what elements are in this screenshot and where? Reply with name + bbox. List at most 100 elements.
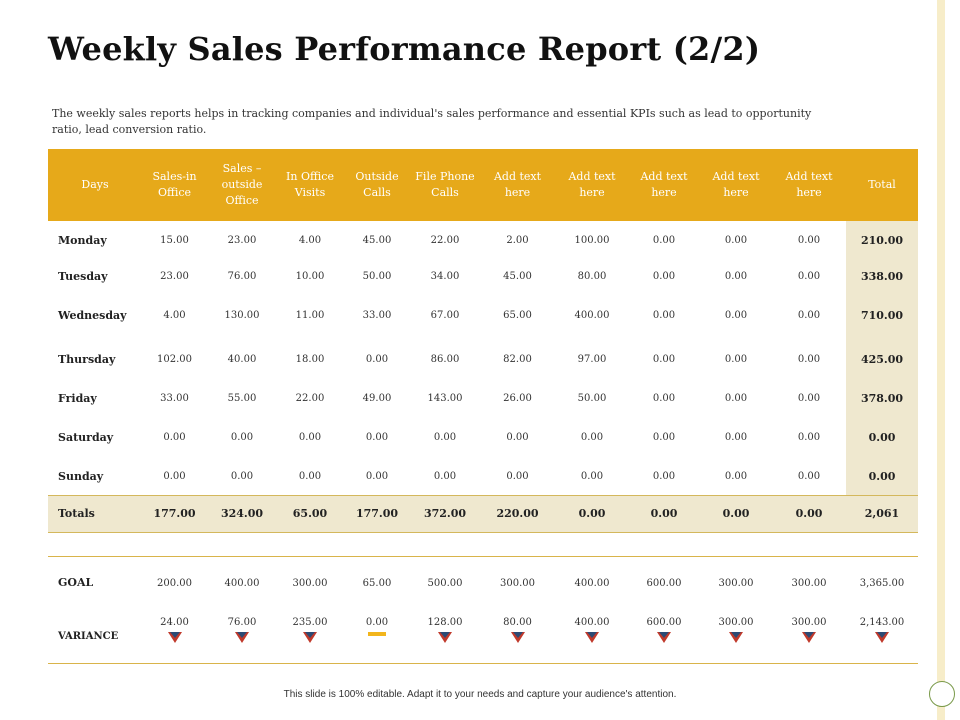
table-cell: 0.00 [652, 234, 676, 246]
table-cell: 0.00 [724, 270, 748, 282]
column-header: Add text here [479, 149, 556, 221]
table-cell: 2.00 [506, 234, 529, 246]
table-cell: 100.00 [574, 234, 610, 246]
table-cell: 0.00 [230, 471, 254, 483]
goal-label: GOAL [58, 576, 94, 589]
table-cell: 18.00 [295, 353, 325, 365]
totals-cell: 0.00 [772, 494, 846, 533]
day-label: Monday [58, 233, 107, 247]
report-description: The weekly sales reports helps in tracki… [52, 107, 812, 136]
table-cell: 86.00 [430, 353, 460, 365]
table-cell: 22.00 [430, 234, 460, 246]
table-cell: 97.00 [577, 353, 607, 365]
totals-cell: 220.00 [479, 494, 556, 533]
day-label: Tuesday [58, 269, 108, 283]
down-arrow-icon [438, 632, 452, 643]
footer-note: This slide is 100% editable. Adapt it to… [283, 689, 677, 700]
goal-value: 400.00 [224, 578, 260, 589]
table-cell: 40.00 [227, 353, 257, 365]
totals-label: Totals [48, 494, 142, 533]
table-cell: 0.00 [365, 432, 389, 443]
table-cell: 0.00 [797, 270, 821, 282]
table-cell: 49.00 [362, 393, 392, 404]
table-cell: 0.00 [652, 353, 676, 365]
goal-value: 3,365.00 [859, 578, 905, 589]
table-cell: 0.00 [652, 432, 676, 443]
grand-total-cell: 2,061 [846, 494, 918, 533]
totals-cell: 0.00 [700, 494, 772, 533]
goal-value: 300.00 [718, 578, 754, 589]
totals-cell: 372.00 [411, 494, 479, 533]
variance-value: 80.00 [503, 617, 532, 628]
down-arrow-icon [235, 632, 249, 643]
totals-cell: 177.00 [142, 494, 207, 533]
table-cell: 55.00 [227, 393, 257, 404]
table-row: Thursday 102.00 40.00 18.00 0.00 86.00 82.00 97… [48, 337, 918, 381]
variance-value: 235.00 [292, 617, 328, 628]
variance-value: 400.00 [574, 617, 610, 628]
table-cell: 4.00 [298, 234, 322, 246]
table-cell: 0.00 [797, 234, 821, 246]
column-header: Add text here [556, 149, 628, 221]
totals-cell: 177.00 [343, 494, 411, 533]
goal-value: 500.00 [427, 578, 463, 589]
down-arrow-icon [303, 632, 317, 643]
table-cell: 0.00 [797, 393, 821, 404]
day-label: Friday [58, 392, 97, 405]
table-cell: 50.00 [362, 270, 392, 282]
down-arrow-icon [802, 632, 816, 643]
totals-cell: 65.00 [277, 494, 343, 533]
row-total-cell: 710.00 [846, 293, 918, 337]
variance-value: 300.00 [718, 617, 754, 628]
page-title: Weekly Sales Performance Report (2/2) [48, 30, 761, 68]
totals-cell: 324.00 [207, 494, 277, 533]
table-row: Monday 15.00 23.00 4.00 45.00 22.00 2.00 100.00… [48, 221, 918, 259]
table-cell: 0.00 [163, 432, 186, 443]
totals-row: Totals 177.00 324.00 65.00 177.00 372.00 220.0… [48, 494, 918, 533]
column-header: In Office Visits [277, 149, 343, 221]
table-cell: 0.00 [797, 432, 821, 443]
table-cell: 65.00 [503, 309, 532, 321]
variance-label: VARIANCE [58, 631, 119, 642]
row-total-cell: 378.00 [846, 381, 918, 416]
variance-value: 76.00 [227, 617, 257, 628]
day-label: Wednesday [58, 308, 127, 322]
table-cell: 0.00 [724, 234, 748, 246]
table-cell: 82.00 [503, 353, 532, 365]
table-cell: 0.00 [797, 309, 821, 321]
table-cell: 67.00 [430, 309, 460, 321]
table-cell: 0.00 [580, 432, 604, 443]
goal-value: 600.00 [646, 578, 682, 589]
table-cell: 0.00 [580, 471, 604, 483]
down-arrow-icon [875, 632, 889, 643]
column-header: Add text here [772, 149, 846, 221]
row-total-cell: 210.00 [846, 221, 918, 259]
table-cell: 11.00 [295, 309, 325, 321]
table-cell: 10.00 [295, 270, 325, 282]
down-arrow-icon [167, 632, 182, 643]
table-cell: 0.00 [797, 353, 821, 365]
goal-divider-bottom [48, 663, 918, 664]
table-cell: 33.00 [362, 309, 392, 321]
down-arrow-icon [510, 632, 525, 643]
column-header: Add text here [700, 149, 772, 221]
table-cell: 22.00 [295, 393, 325, 404]
day-label: Sunday [58, 470, 104, 484]
variance-value: 300.00 [791, 617, 827, 628]
table-cell: 23.00 [227, 234, 257, 246]
table-cell: 0.00 [724, 471, 748, 483]
table-cell: 0.00 [433, 432, 457, 443]
neutral-dash-icon [368, 632, 386, 636]
down-arrow-icon [585, 632, 599, 643]
table-row: Saturday 0.00 0.00 0.00 0.00 0.00 0.00 0.00 0.00… [48, 416, 918, 459]
table-cell: 34.00 [430, 270, 460, 282]
table-cell: 23.00 [160, 270, 189, 282]
table-cell: 45.00 [503, 270, 532, 282]
table-cell: 45.00 [362, 234, 392, 246]
row-total-cell: 425.00 [846, 337, 918, 381]
table-cell: 0.00 [163, 471, 186, 483]
column-header: File Phone Calls [411, 149, 479, 221]
totals-cell: 0.00 [628, 494, 700, 533]
table-cell: 76.00 [227, 270, 257, 282]
table-cell: 4.00 [163, 309, 186, 321]
